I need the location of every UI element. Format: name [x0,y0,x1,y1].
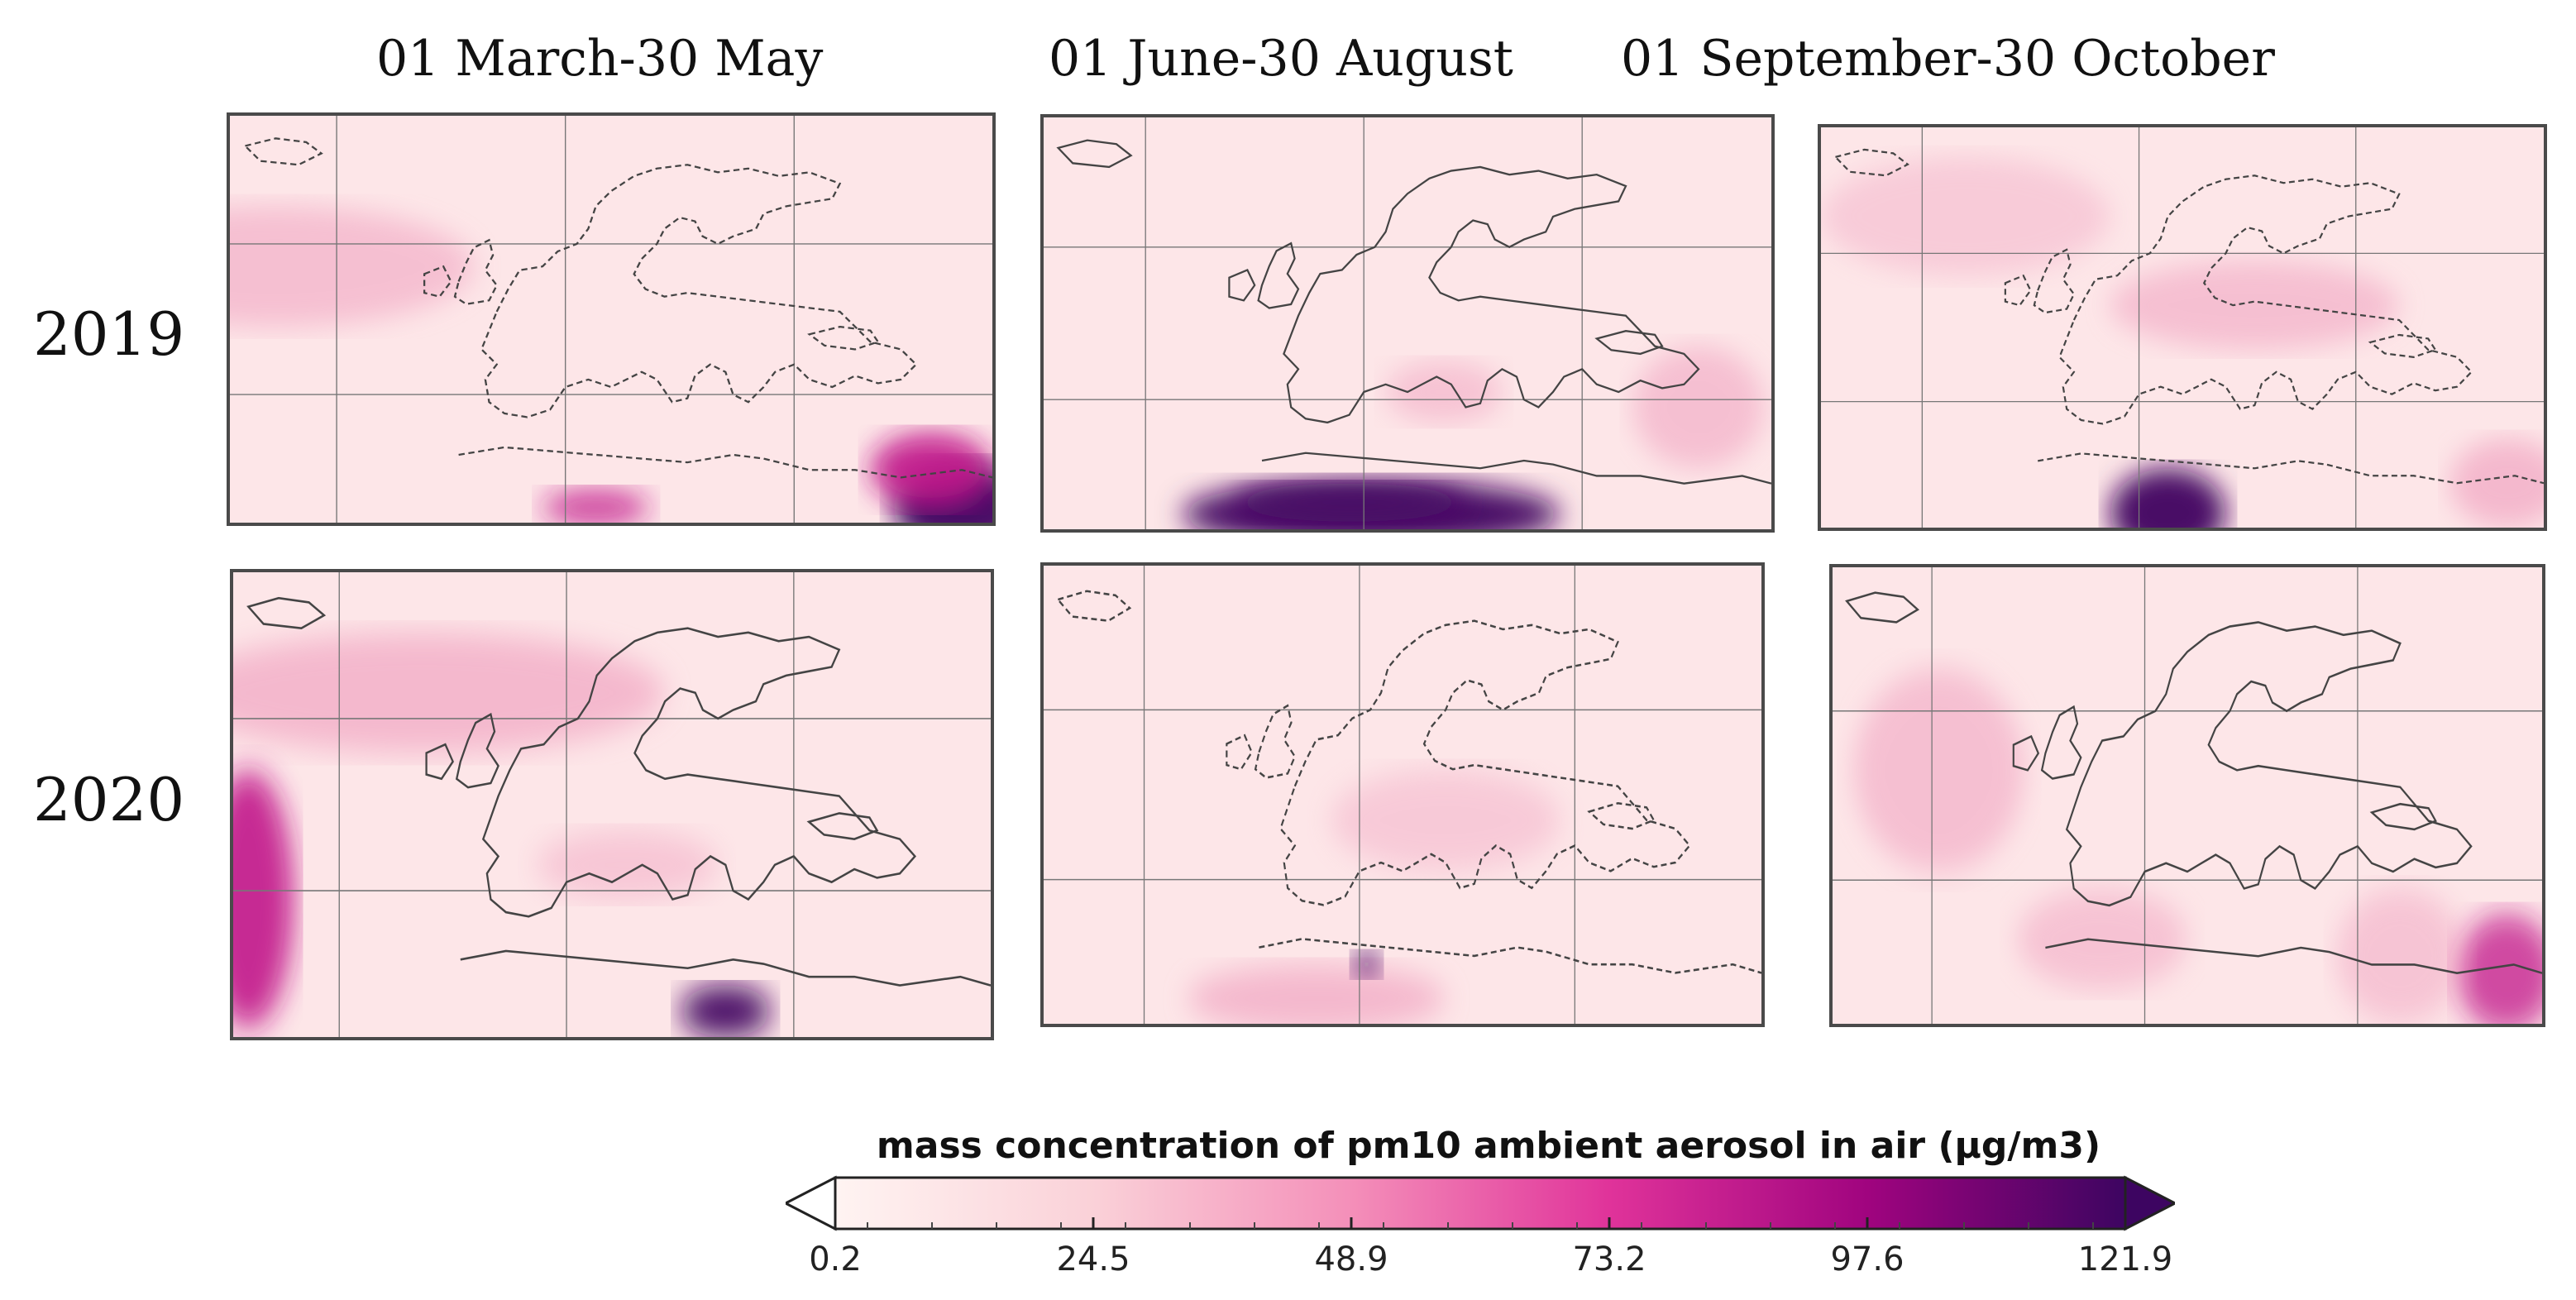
coastline [1594,330,1664,356]
coastline [455,712,499,789]
aerosol-concentration-area [1853,668,2024,872]
aerosol-concentration-area [1632,346,1765,469]
coastline [2033,248,2076,314]
coastline [1833,148,1909,177]
coastline [1261,452,1771,485]
row-label-2020: 2020 [33,765,185,834]
aerosol-concentration-area [1385,361,1503,423]
colorbar-tick-label: 73.2 [1572,1240,1646,1278]
row-label-2019: 2019 [33,299,185,369]
column-title-summer: 01 June-30 August [1049,30,1513,88]
coastline [243,137,323,166]
coastline [2045,938,2542,974]
aerosol-concentration-area [680,985,772,1037]
aerosol-concentration-area [536,830,719,900]
coastline [2369,802,2437,831]
colorbar-tick-label: 0.2 [809,1240,862,1278]
column-title-spring: 01 March-30 May [376,30,824,88]
aerosol-concentration-area [2449,438,2544,528]
colorbar [782,1174,2178,1232]
coastline [2065,621,2473,907]
colorbar-title: mass concentration of pm10 ambient aeros… [876,1125,2101,1167]
map-2020-autumn [1829,564,2545,1027]
aerosol-concentration-area [1331,769,1560,872]
coastline [1056,590,1132,622]
aerosol-concentration-area [1187,964,1446,1024]
colorbar-tick-label: 121.9 [2077,1240,2173,1278]
coastline [2368,333,2437,358]
coastline [1845,591,1919,624]
coastline [806,812,879,840]
coastline [453,238,499,305]
map-2019-spring [227,112,996,526]
coastline [246,596,327,629]
map-background [1044,117,1771,529]
coastline [2058,174,2473,425]
colorbar-max-arrow [2124,1175,2178,1231]
coastline [481,627,917,918]
aerosol-concentration-area [2110,260,2400,350]
aerosol-concentration-area [233,770,294,1029]
aerosol-concentration-area [233,632,666,753]
coastline [807,325,880,351]
aerosol-concentration-area [542,489,650,523]
coastline [460,949,991,987]
coastline [1283,165,1700,424]
aerosol-concentration-area [1232,483,1466,522]
colorbar-min-arrow [782,1175,837,1231]
coastline [1254,704,1297,779]
map-2020-summer [1040,562,1765,1027]
coastline [458,446,992,479]
colorbar-gradient [834,1176,2127,1231]
colorbar-tick-label: 97.6 [1830,1240,1905,1278]
coastline [2012,734,2040,772]
coastline [1587,801,1656,830]
map-2019-summer [1040,114,1775,533]
map-2020-spring [230,569,994,1040]
aerosol-concentration-area [1821,156,2110,276]
coastline [2038,452,2544,485]
coastline [1279,619,1691,906]
coastline [1228,268,1256,302]
aerosol-concentration-area [230,206,474,327]
coastline [1259,938,1761,974]
colorbar-tick-label: 48.9 [1314,1240,1388,1278]
map-2019-autumn [1818,124,2547,531]
coastline [2040,705,2082,780]
aerosol-concentration-area [2457,914,2542,1024]
coastline [480,164,918,418]
coastline [1257,241,1300,309]
column-title-autumn: 01 September-30 October [1621,30,2275,88]
aerosol-concentration-area [2336,888,2464,1024]
aerosol-concentration-area [1352,951,1381,977]
aerosol-concentration-area [870,432,992,508]
coastline [1056,139,1133,169]
coastline [425,743,454,781]
colorbar-tick-label: 24.5 [1056,1240,1130,1278]
